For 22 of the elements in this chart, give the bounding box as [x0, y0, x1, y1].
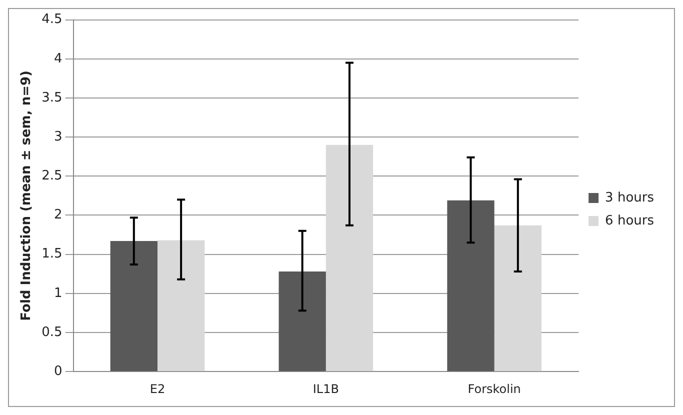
legend-label: 6 hours — [605, 213, 654, 228]
y-tick-label: 4.5 — [42, 12, 62, 28]
y-axis-title: Fold Induction (mean ± sem, n=9) — [19, 70, 34, 321]
bar — [326, 144, 374, 372]
y-tick-label: 2.5 — [42, 168, 62, 184]
y-tick-label: 1.5 — [42, 246, 62, 262]
x-tick-label: E2 — [150, 382, 166, 396]
y-tick-label: 2 — [54, 208, 62, 223]
legend-label: 3 hours — [605, 190, 654, 206]
y-tick-label: 3.5 — [42, 90, 62, 106]
y-tick-label: 0 — [54, 364, 62, 379]
y-tick-label: 0.5 — [42, 324, 62, 340]
bar — [278, 272, 326, 372]
x-tick-label: IL1B — [312, 382, 339, 396]
x-tick-label: Forskolin — [468, 382, 521, 396]
y-tick-label: 1 — [54, 286, 62, 301]
bar — [110, 241, 158, 372]
bar — [447, 200, 494, 372]
bar — [157, 240, 205, 372]
y-tick-label: 4 — [54, 51, 62, 66]
y-tick-label: 3 — [54, 129, 62, 144]
bar — [494, 225, 542, 372]
